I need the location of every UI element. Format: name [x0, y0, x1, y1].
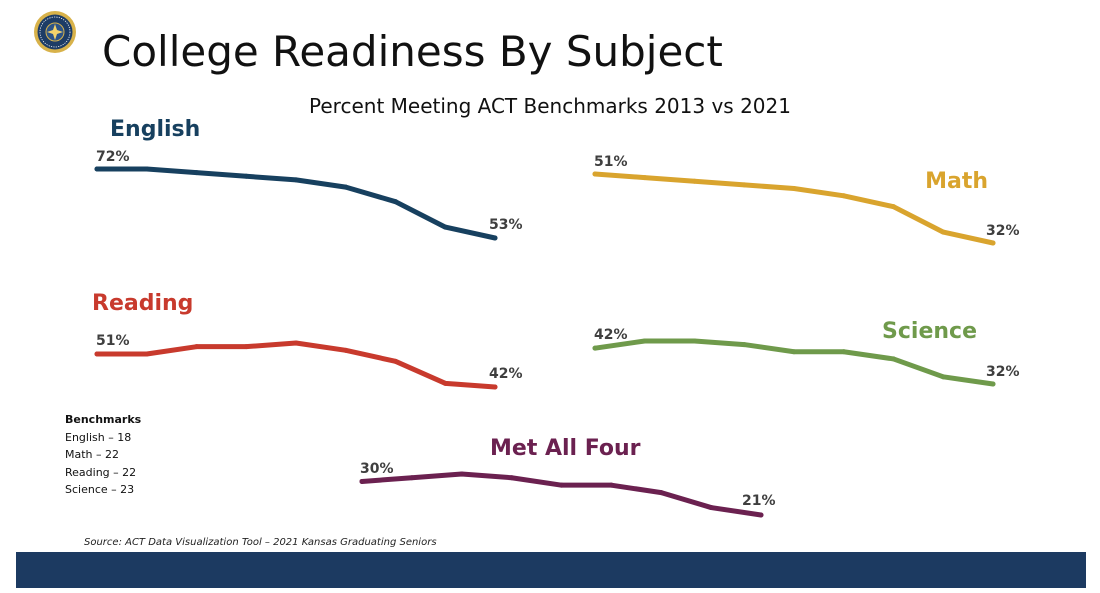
math-start-label: 51% — [594, 154, 628, 170]
met-all-four-point — [509, 475, 515, 481]
reading-chart: Reading 51% 42% — [92, 291, 523, 390]
science-point — [741, 342, 747, 348]
science-series-line — [592, 338, 996, 387]
english-point — [442, 224, 448, 230]
reading-point — [94, 351, 100, 357]
science-chart: Science 42% 32% — [592, 319, 1020, 387]
met-all-four-series-line — [359, 471, 764, 518]
reading-start-label: 51% — [96, 333, 130, 349]
met-all-four-series-name: Met All Four — [490, 436, 641, 461]
english-chart: English 72% 53% — [94, 117, 523, 241]
page-title: College Readiness By Subject — [102, 27, 723, 76]
math-series-name: Math — [925, 169, 988, 194]
met-all-four-point — [459, 471, 465, 477]
reading-point — [393, 358, 398, 364]
english-point — [293, 177, 299, 183]
reading-point — [442, 380, 448, 386]
reading-point — [293, 340, 299, 346]
english-point — [243, 173, 249, 179]
met-all-four-point — [708, 505, 714, 511]
english-point — [194, 170, 199, 176]
met-all-four-point — [359, 478, 365, 484]
english-point — [343, 184, 349, 190]
reading-series-name: Reading — [92, 291, 193, 316]
benchmark-english: English – 18 — [65, 430, 132, 444]
benchmark-math: Math – 22 — [65, 448, 120, 461]
footer-band — [16, 552, 1086, 588]
math-point — [642, 175, 648, 181]
benchmark-science: Science – 23 — [65, 483, 135, 496]
met-all-four-start-label: 30% — [360, 461, 394, 477]
science-point — [642, 338, 648, 344]
met-all-four-point — [758, 512, 764, 518]
chart-subtitle: Percent Meeting ACT Benchmarks 2013 vs 2… — [309, 94, 791, 118]
english-point — [393, 199, 398, 205]
reading-end-label: 42% — [489, 366, 523, 382]
met-all-four-point — [409, 475, 415, 481]
science-point — [592, 345, 598, 351]
benchmarks-legend: Benchmarks English – 18 Math – 22 Readin… — [65, 411, 141, 499]
reading-point — [144, 351, 150, 357]
science-point — [692, 338, 697, 344]
source-note: Source: ACT Data Visualization Tool – 20… — [84, 537, 437, 548]
math-point — [940, 229, 946, 235]
math-point — [592, 171, 598, 177]
benchmarks-heading: Benchmarks — [65, 413, 142, 426]
state-seal-icon — [34, 11, 76, 53]
math-point — [791, 186, 797, 192]
met-all-four-end-label: 21% — [742, 493, 776, 509]
reading-point — [194, 344, 199, 350]
english-point — [492, 235, 498, 241]
reading-point — [343, 347, 349, 353]
english-end-label: 53% — [489, 217, 523, 233]
met-all-four-point — [608, 482, 614, 488]
science-point — [891, 356, 896, 362]
science-point — [791, 349, 797, 355]
english-point — [144, 166, 150, 172]
science-series-name: Science — [882, 319, 977, 344]
science-point — [990, 381, 996, 387]
math-point — [990, 240, 996, 246]
math-point — [741, 182, 747, 188]
benchmark-reading: Reading – 22 — [65, 465, 137, 479]
math-point — [891, 204, 896, 210]
met-all-four-point — [658, 490, 664, 496]
math-end-label: 32% — [986, 223, 1020, 239]
met-all-four-point — [559, 482, 564, 488]
math-chart: Math 51% 32% — [592, 154, 1020, 246]
english-point — [94, 166, 100, 172]
science-start-label: 42% — [594, 327, 628, 343]
science-point — [940, 374, 946, 380]
science-point — [841, 349, 847, 355]
reading-series-line — [94, 340, 498, 390]
english-series-name: English — [110, 117, 200, 142]
science-end-label: 32% — [986, 364, 1020, 380]
math-point — [841, 193, 847, 199]
math-point — [692, 178, 697, 184]
english-start-label: 72% — [96, 149, 130, 165]
met-all-four-chart: Met All Four 30% 21% — [359, 436, 776, 518]
reading-point — [492, 384, 498, 390]
reading-point — [243, 344, 249, 350]
